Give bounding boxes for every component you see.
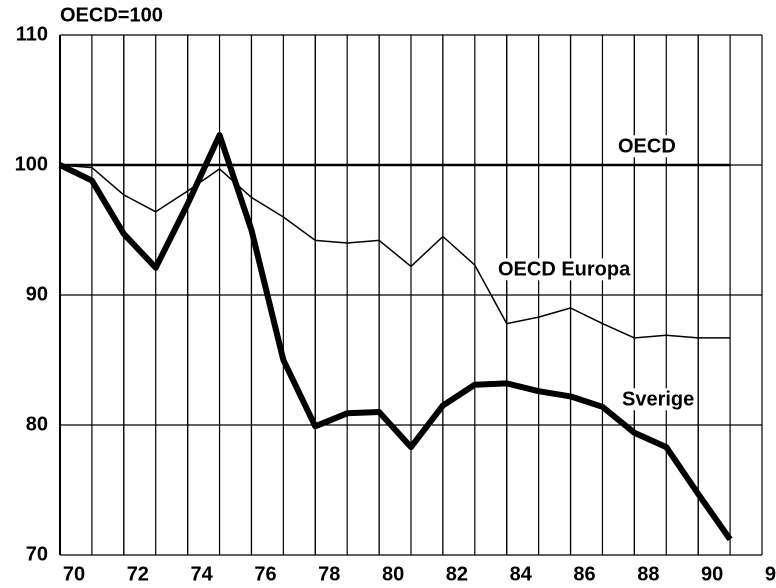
label-background: [620, 388, 697, 411]
x-tick-label: 70: [63, 563, 85, 585]
series-label: OECD Europa: [498, 258, 631, 280]
x-tick-label: 92: [765, 563, 776, 585]
label-background: [616, 135, 678, 158]
x-tick-label: 74: [191, 563, 214, 585]
x-tick-label: 72: [127, 563, 149, 585]
x-tick-label: 88: [637, 563, 659, 585]
line-series: [58, 132, 733, 542]
y-tick-label: 70: [26, 543, 48, 565]
y-tick-label: 110: [16, 23, 48, 45]
y-tick-label: 90: [26, 283, 48, 305]
x-tick-label: 84: [510, 563, 533, 585]
x-tick-label: 80: [382, 563, 404, 585]
y-tick-label: 100: [15, 153, 48, 175]
x-tick-label: 90: [701, 563, 723, 585]
y-tick-label: 80: [26, 413, 48, 435]
x-tick-label: 76: [254, 563, 276, 585]
series-label: OECD: [618, 135, 676, 157]
y-axis-label: OECD=100: [60, 4, 163, 26]
x-tick-label: 82: [446, 563, 468, 585]
series-label: Sverige: [622, 388, 694, 410]
line-series: [59, 164, 731, 339]
x-tick-label: 86: [573, 563, 595, 585]
label-background: [496, 258, 634, 281]
x-tick-label: 78: [318, 563, 340, 585]
